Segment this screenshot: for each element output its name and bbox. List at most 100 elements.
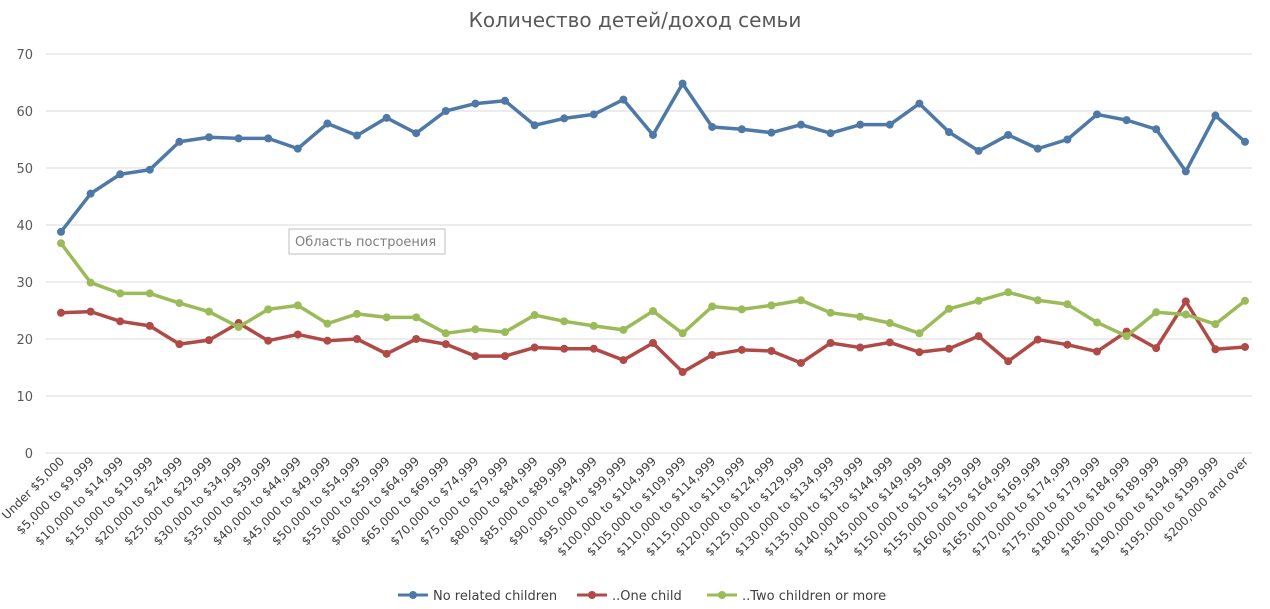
- legend-label: ..Two children or more: [742, 589, 886, 604]
- data-point: [1181, 167, 1190, 176]
- data-point: [826, 338, 835, 347]
- legend-item: No related children: [398, 589, 557, 604]
- data-point: [885, 120, 894, 129]
- data-point: [619, 95, 628, 104]
- gridlines: [46, 53, 1252, 454]
- data-point: [708, 350, 717, 359]
- data-point: [974, 146, 983, 155]
- data-point: [501, 352, 509, 361]
- data-point: [560, 344, 569, 353]
- data-point: [649, 338, 657, 347]
- data-point: [1033, 296, 1042, 305]
- data-point: [1033, 144, 1042, 153]
- data-point: [1241, 296, 1249, 305]
- legend: No related children ..One child ..Two chil…: [398, 589, 886, 604]
- data-point: [175, 137, 184, 146]
- data-point: [353, 309, 361, 318]
- legend-swatch-marker: [409, 591, 417, 599]
- data-point: [471, 325, 480, 334]
- data-point: [1093, 347, 1101, 356]
- data-point: [1152, 344, 1161, 353]
- tooltip-text: Область построения: [295, 235, 436, 250]
- y-tick-label: 30: [16, 276, 33, 291]
- data-point: [619, 356, 628, 365]
- data-point: [974, 332, 983, 341]
- data-point: [678, 329, 687, 338]
- data-point: [797, 296, 805, 305]
- data-point: [57, 239, 65, 248]
- data-point: [767, 128, 776, 137]
- data-point: [737, 125, 746, 134]
- y-tick-label: 10: [16, 390, 33, 405]
- data-point: [1004, 288, 1013, 297]
- data-point: [589, 321, 598, 330]
- data-point: [116, 317, 125, 326]
- data-point: [145, 165, 154, 174]
- data-point: [708, 302, 717, 311]
- chart-title: Количество детей/доход семьи: [469, 8, 802, 32]
- data-point: [1004, 357, 1013, 366]
- data-point: [737, 345, 746, 354]
- plot-area-tooltip: Область построения: [288, 228, 446, 255]
- legend-swatch-marker: [718, 591, 726, 599]
- series-lines: [57, 79, 1249, 377]
- data-point: [649, 130, 657, 139]
- data-point: [441, 340, 450, 349]
- y-tick-label: 60: [16, 105, 33, 120]
- data-point: [1241, 137, 1249, 146]
- y-tick-label: 50: [16, 162, 33, 177]
- data-point: [412, 335, 421, 343]
- series-1: [57, 79, 1249, 236]
- data-point: [530, 121, 539, 130]
- data-point: [323, 319, 332, 328]
- data-point: [293, 330, 302, 339]
- data-point: [57, 308, 65, 317]
- data-point: [1063, 135, 1072, 144]
- data-point: [293, 301, 302, 310]
- data-point: [797, 120, 805, 129]
- data-point: [382, 313, 391, 322]
- data-point: [86, 307, 95, 316]
- series-3: [57, 239, 1249, 341]
- y-tick-label: 70: [16, 48, 33, 63]
- data-point: [856, 120, 865, 129]
- data-point: [856, 312, 865, 321]
- data-point: [856, 343, 865, 352]
- y-tick-label: 0: [25, 447, 33, 462]
- data-point: [737, 305, 746, 314]
- data-point: [264, 134, 273, 143]
- data-point: [649, 307, 657, 316]
- data-point: [501, 328, 509, 337]
- data-point: [530, 343, 539, 352]
- y-tick-label: 40: [16, 219, 33, 234]
- data-point: [471, 352, 480, 361]
- data-point: [57, 227, 65, 236]
- data-point: [116, 289, 125, 298]
- legend-item: ..Two children or more: [707, 589, 886, 604]
- data-point: [885, 319, 894, 328]
- data-point: [678, 79, 687, 88]
- data-point: [145, 321, 154, 330]
- data-point: [560, 114, 569, 123]
- data-point: [86, 189, 95, 198]
- y-axis-tick-labels: 0 10 20 30 40 50 60 70: [16, 48, 33, 462]
- legend-label: No related children: [433, 589, 557, 604]
- data-point: [471, 99, 480, 108]
- data-point: [1063, 340, 1072, 349]
- data-point: [412, 313, 421, 322]
- tooltip-box: [288, 228, 446, 255]
- data-point: [1152, 125, 1161, 134]
- data-point: [945, 304, 953, 313]
- data-point: [1241, 342, 1249, 351]
- data-point: [175, 340, 184, 349]
- data-point: [353, 131, 361, 140]
- data-point: [234, 134, 243, 143]
- data-point: [1211, 320, 1220, 329]
- data-point: [1122, 116, 1131, 125]
- data-point: [205, 336, 213, 345]
- data-point: [1093, 318, 1101, 327]
- data-point: [264, 305, 273, 314]
- data-point: [205, 307, 213, 316]
- data-point: [826, 129, 835, 138]
